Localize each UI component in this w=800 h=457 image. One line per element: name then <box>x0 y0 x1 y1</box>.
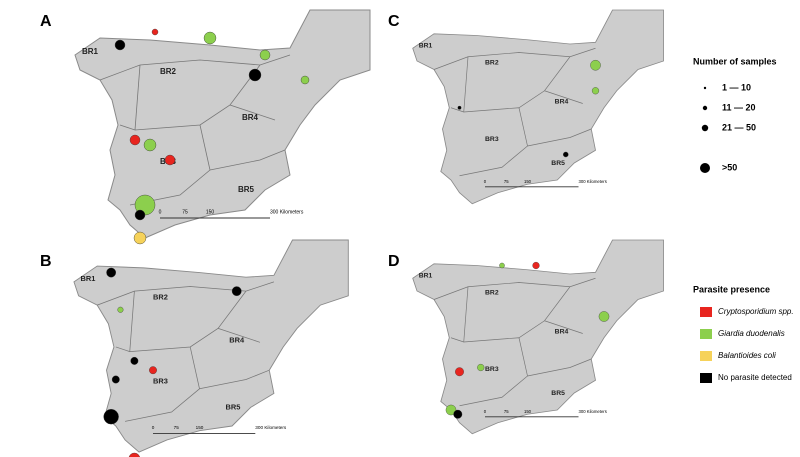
sample-point <box>458 106 461 109</box>
panel-label: B <box>40 253 52 270</box>
sample-point <box>260 50 270 60</box>
sample-point <box>144 139 156 151</box>
scale-label: 0 <box>152 425 155 430</box>
scale-label: 150 <box>524 409 532 414</box>
iberia-map <box>413 10 664 204</box>
legend-dot <box>703 106 707 110</box>
panel-label: A <box>40 13 52 30</box>
legend-title: Parasite presence <box>693 284 770 294</box>
sample-point <box>533 262 540 269</box>
scale-label: 75 <box>504 179 509 184</box>
region-label: BR2 <box>160 67 177 76</box>
sample-point <box>112 376 119 383</box>
sample-point <box>455 368 464 377</box>
scale-label: 75 <box>504 409 509 414</box>
legend-label: No parasite detected <box>718 373 792 382</box>
sample-point <box>131 357 138 364</box>
region-label: BR4 <box>555 329 569 336</box>
region-label: BR2 <box>485 289 499 296</box>
sample-point <box>165 155 175 165</box>
panel-label: C <box>388 13 400 30</box>
sample-point <box>104 409 119 424</box>
scale-label: 300 Kilometers <box>270 209 304 215</box>
sample-point <box>152 29 158 35</box>
sample-point <box>592 87 599 94</box>
legend-label: 11 — 20 <box>722 102 756 112</box>
legend-title: Number of samples <box>693 56 777 66</box>
region-label: BR2 <box>485 59 499 66</box>
legend-swatch <box>700 373 712 383</box>
sample-point <box>118 307 124 313</box>
legend-label: Balantioides coli <box>718 351 776 360</box>
region-label: BR3 <box>485 136 499 143</box>
sample-point <box>129 453 140 457</box>
sample-point <box>563 152 568 157</box>
legend-label: 21 — 50 <box>722 122 756 132</box>
sample-point <box>301 76 309 84</box>
legend-swatch <box>700 329 712 339</box>
region-label: BR4 <box>555 99 569 106</box>
scale-label: 150 <box>196 425 204 430</box>
region-label: BR1 <box>80 274 95 283</box>
legend-label: Giardia duodenalis <box>718 329 785 338</box>
sample-point <box>107 268 116 277</box>
legend-label: >50 <box>722 162 737 172</box>
sample-point <box>204 32 216 44</box>
sample-point <box>135 210 145 220</box>
sample-point <box>134 232 146 244</box>
sample-point <box>232 287 241 296</box>
iberia-map <box>413 240 664 434</box>
scale-label: 150 <box>524 179 532 184</box>
map-panel: BR1 BR2 BR3 BR4 BR5 0 75 150 300 Kilometers <box>74 240 348 457</box>
scale-label: 300 Kilometers <box>255 425 287 430</box>
region-label: BR5 <box>551 390 565 397</box>
region-label: BR5 <box>551 160 565 167</box>
sample-point <box>499 263 504 268</box>
figure: A BR1 BR2 BR3 BR4 BR5 0 75 150 300 Kilometers B BR1… <box>0 0 800 457</box>
legend-dot <box>704 87 706 89</box>
region-label: BR4 <box>229 335 245 344</box>
scale-label: 300 Kilometers <box>579 409 607 414</box>
sample-point <box>599 311 609 321</box>
scale-label: 75 <box>182 209 188 215</box>
sample-point <box>590 60 600 70</box>
region-label: BR1 <box>82 47 99 56</box>
region-label: BR4 <box>242 113 259 122</box>
sample-point <box>115 40 125 50</box>
sample-point <box>149 366 156 373</box>
legend-label: Cryptosporidium spp. <box>718 307 794 316</box>
sample-point <box>454 410 463 419</box>
legend-swatch <box>700 307 712 317</box>
legend-dot <box>702 125 708 131</box>
legend-swatch <box>700 351 712 361</box>
sample-point <box>130 135 140 145</box>
sample-point <box>477 364 484 371</box>
scale-label: 75 <box>174 425 180 430</box>
sample-point <box>249 69 261 81</box>
panel-label: D <box>388 253 400 270</box>
region-label: BR1 <box>419 272 433 279</box>
region-label: BR2 <box>153 293 168 302</box>
legend-dot <box>700 163 710 173</box>
scale-label: 150 <box>206 209 215 215</box>
legend-label: 1 — 10 <box>722 82 751 92</box>
region-label: BR5 <box>226 402 241 411</box>
region-label: BR5 <box>238 185 255 194</box>
region-label: BR3 <box>485 366 499 373</box>
scale-label: 300 Kilometers <box>579 179 607 184</box>
region-label: BR1 <box>419 42 433 49</box>
scale-label: 0 <box>159 209 162 215</box>
region-label: BR3 <box>153 376 168 385</box>
